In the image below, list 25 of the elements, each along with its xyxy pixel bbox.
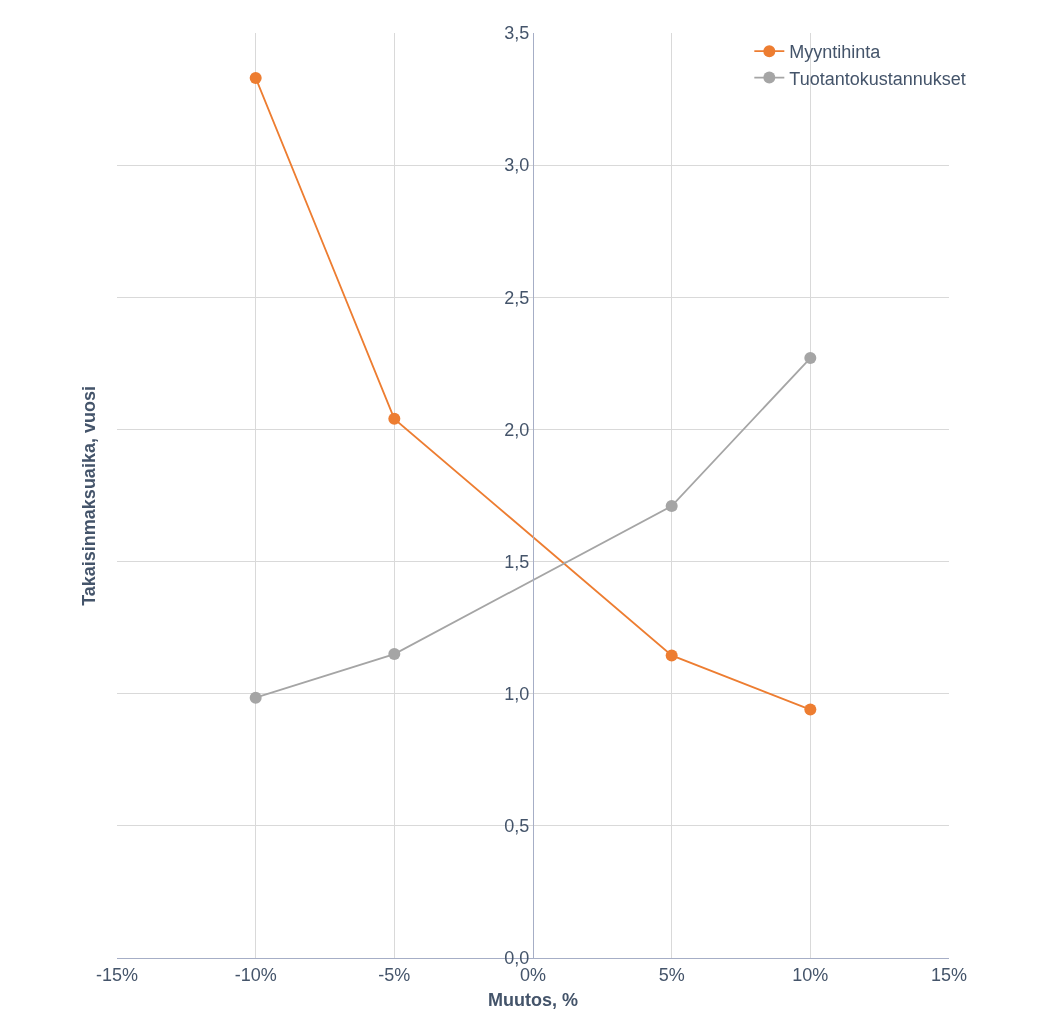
point (665, 500, 678, 513)
y-axis-title: Takaisinmaksuaika, vuosi (78, 386, 99, 606)
x-tick-label: 5% (658, 964, 685, 985)
point (388, 412, 401, 425)
y-tick-label: 2,5 (504, 287, 530, 308)
y-tick-label: 3,0 (504, 155, 530, 176)
point (665, 649, 678, 662)
y-tick-label: 3,5 (504, 23, 530, 44)
point (249, 691, 262, 704)
legend-label: Myyntihinta (789, 42, 882, 63)
point (804, 352, 817, 365)
x-tick-label: 15% (930, 964, 968, 985)
legend-label: Tuotantokustannukset (789, 68, 966, 89)
point (804, 703, 817, 716)
point (388, 648, 401, 661)
y-tick-label: 1,0 (504, 684, 530, 705)
x-tick-label: -5% (378, 964, 411, 985)
y-tick-label: 0,5 (504, 816, 530, 837)
x-tick-label: 10% (792, 964, 829, 985)
y-tick-label: 1,5 (504, 551, 530, 572)
x-axis-title: Muutos, % (488, 990, 578, 1010)
point (249, 71, 262, 84)
x-tick-label: -10% (234, 964, 277, 985)
y-tick-label: 2,0 (504, 419, 530, 440)
x-tick-label: -15% (95, 964, 139, 985)
